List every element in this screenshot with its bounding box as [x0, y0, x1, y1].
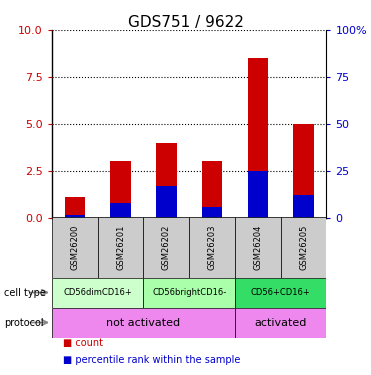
- Text: protocol: protocol: [4, 318, 43, 327]
- Bar: [65, 214, 85, 217]
- Text: activated: activated: [255, 318, 307, 327]
- Text: CD56dimCD16+: CD56dimCD16+: [63, 288, 132, 297]
- Text: GSM26203: GSM26203: [208, 225, 217, 270]
- Text: ■ count: ■ count: [63, 338, 103, 348]
- Bar: [202, 207, 222, 218]
- Text: GSM26205: GSM26205: [299, 225, 308, 270]
- Bar: [52, 308, 235, 338]
- Bar: [144, 217, 189, 278]
- Bar: [110, 161, 131, 218]
- Bar: [247, 171, 268, 217]
- Bar: [281, 217, 326, 278]
- Bar: [235, 308, 326, 338]
- Bar: [65, 197, 85, 217]
- Text: GSM26202: GSM26202: [162, 225, 171, 270]
- Bar: [156, 186, 177, 218]
- Text: not activated: not activated: [106, 318, 181, 327]
- Text: GSM26201: GSM26201: [116, 225, 125, 270]
- Bar: [235, 217, 281, 278]
- Bar: [144, 278, 235, 308]
- Bar: [110, 202, 131, 217]
- Bar: [293, 124, 314, 218]
- Text: GDS751 / 9622: GDS751 / 9622: [128, 15, 243, 30]
- Text: CD56brightCD16-: CD56brightCD16-: [152, 288, 226, 297]
- Text: CD56+CD16+: CD56+CD16+: [251, 288, 311, 297]
- Bar: [189, 217, 235, 278]
- Text: GSM26200: GSM26200: [70, 225, 79, 270]
- Bar: [52, 278, 144, 308]
- Text: cell type: cell type: [4, 288, 46, 297]
- Bar: [156, 142, 177, 218]
- Bar: [202, 161, 222, 218]
- Bar: [98, 217, 144, 278]
- Bar: [52, 217, 98, 278]
- Text: GSM26204: GSM26204: [253, 225, 262, 270]
- Bar: [293, 195, 314, 217]
- Text: ■ percentile rank within the sample: ■ percentile rank within the sample: [63, 355, 240, 365]
- Bar: [235, 278, 326, 308]
- Bar: [247, 58, 268, 217]
